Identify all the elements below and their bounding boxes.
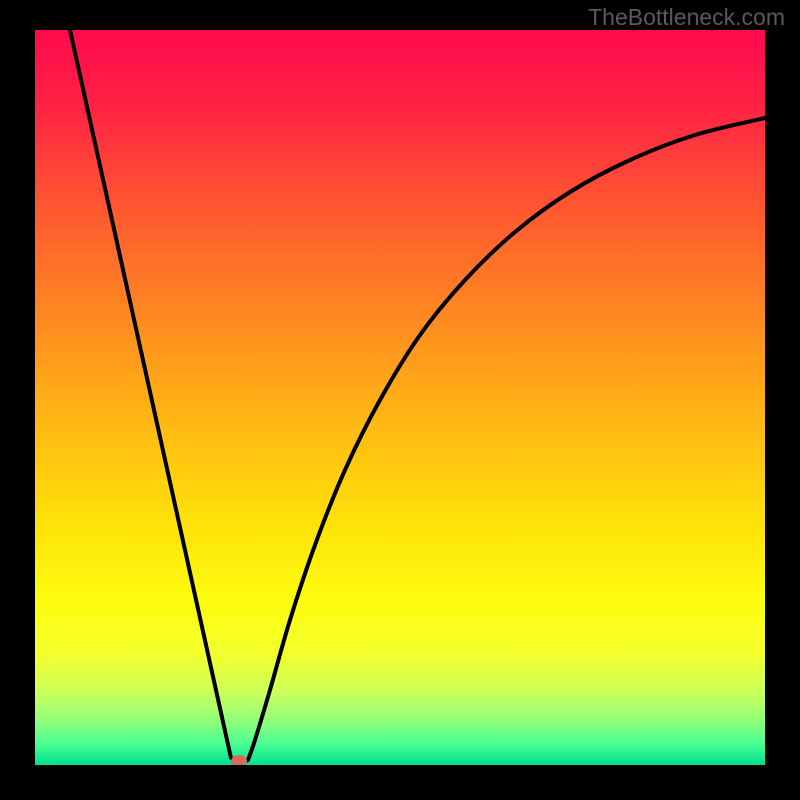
plot-area <box>35 30 765 765</box>
watermark-text: TheBottleneck.com <box>588 4 785 31</box>
curve-layer <box>35 30 765 765</box>
chart-container: TheBottleneck.com <box>0 0 800 800</box>
bottleneck-curve <box>70 30 765 762</box>
valley-marker <box>231 755 247 765</box>
